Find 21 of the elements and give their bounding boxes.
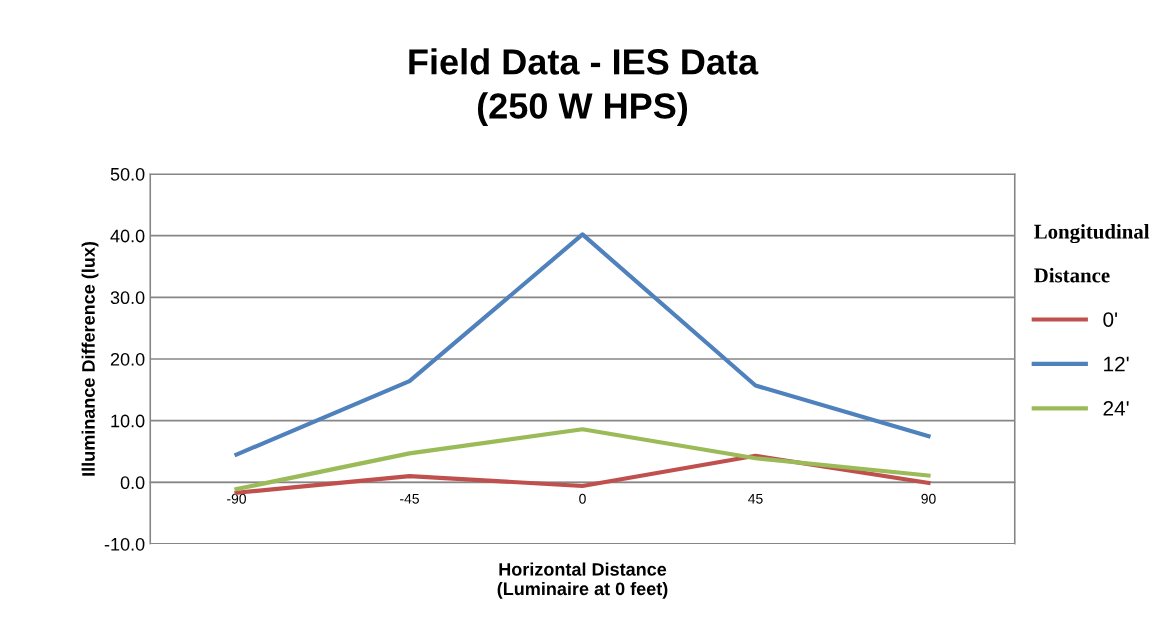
x-tick-label: 45 — [748, 493, 763, 504]
y-tick-label: 40.0 — [110, 229, 145, 243]
x-tick-label: -45 — [400, 493, 419, 504]
y-tick-label: 30.0 — [110, 291, 145, 305]
x-tick-label: -90 — [227, 493, 246, 504]
legend-label: 12' — [1104, 356, 1129, 372]
y-tick-label: 50.0 — [110, 167, 145, 181]
y-tick-label: -10.0 — [104, 537, 145, 551]
legend-label: 24' — [1103, 401, 1129, 416]
legend-label: 0' — [1103, 312, 1118, 327]
line-series — [234, 427, 931, 492]
x-axis-title: Horizontal Distance (Luminaire at 0 feet) — [497, 562, 668, 599]
y-axis-title: Illuminance Difference (lux) — [81, 242, 99, 476]
line-series — [234, 232, 931, 457]
y-tick-label: 10.0 — [111, 414, 145, 428]
x-tick-label: 0 — [579, 493, 586, 504]
legend-title: Longitudinal Distance — [1034, 224, 1150, 283]
x-tick-label: 90 — [921, 493, 936, 504]
y-tick-label: 20.0 — [110, 352, 145, 366]
y-tick-label: 0.0 — [120, 476, 145, 490]
chart-title: Field Data - IES Data (250 W HPS) — [409, 48, 759, 126]
